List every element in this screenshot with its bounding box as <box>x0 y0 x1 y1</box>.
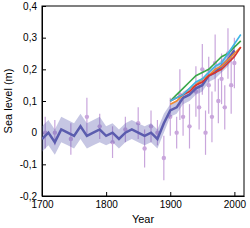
point <box>219 77 223 81</box>
plot: -0,2-0,100,10,20,30,41700180019002000 <box>20 1 247 210</box>
tick-mark <box>170 192 171 196</box>
point <box>232 61 236 65</box>
tick-label: 1900 <box>160 199 183 210</box>
chart: -0,2-0,100,10,20,30,41700180019002000Sea… <box>0 0 250 228</box>
tick-mark <box>42 164 46 165</box>
point <box>174 130 178 134</box>
point <box>85 115 89 119</box>
point <box>197 105 201 109</box>
tick-mark <box>42 38 46 39</box>
x-axis: 1700 1800 1900 2000 <box>31 192 246 210</box>
tick-label: 0,3 <box>23 32 37 43</box>
tick-mark <box>234 192 235 196</box>
point <box>223 105 227 109</box>
tick: 1800 <box>96 192 119 210</box>
scatter-series <box>43 28 237 180</box>
tick: 1700 <box>31 192 54 210</box>
tick-label: 0,2 <box>23 64 37 75</box>
point <box>216 99 220 103</box>
tick-label: 0 <box>31 127 37 138</box>
tick: 1900 <box>160 192 183 210</box>
tick: 2000 <box>224 192 247 210</box>
series-line <box>170 47 241 101</box>
tick-label: 2000 <box>224 199 247 210</box>
tick-mark <box>42 69 46 70</box>
tick-label: 1700 <box>31 199 54 210</box>
point <box>162 156 166 160</box>
point <box>181 115 185 119</box>
tick: 0,1 <box>23 96 46 107</box>
point <box>187 124 191 128</box>
tick: 0,3 <box>23 32 46 43</box>
tick-mark <box>42 101 46 102</box>
tick-label: 1800 <box>96 199 119 210</box>
uncertainty-band <box>42 44 234 155</box>
point <box>229 83 233 87</box>
point <box>203 130 207 134</box>
tick-label: -0,1 <box>20 159 38 170</box>
tick: 0,2 <box>23 64 46 75</box>
plot-frame <box>42 6 244 196</box>
point <box>210 115 214 119</box>
tick-mark <box>106 192 107 196</box>
x-axis-title: Year <box>132 213 155 225</box>
data-area <box>42 28 241 180</box>
point <box>142 146 146 150</box>
series-line <box>42 50 234 142</box>
tick-label: 0,1 <box>23 96 37 107</box>
series-line <box>170 35 241 102</box>
tick-label: 0,4 <box>23 1 37 12</box>
y-axis-title: Sea level (m) <box>2 69 14 134</box>
